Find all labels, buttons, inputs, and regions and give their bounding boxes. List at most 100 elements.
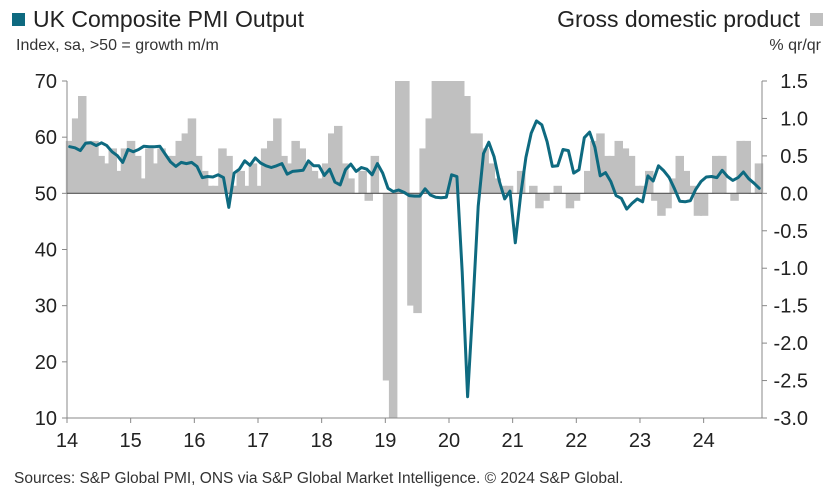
gdp-bar <box>718 155 727 194</box>
left-tick-label: 40 <box>35 240 57 262</box>
pmi-swatch <box>12 13 25 26</box>
right-tick-label: -1.5 <box>774 296 808 318</box>
gdp-bar <box>437 81 447 194</box>
gdp-bar <box>242 185 252 194</box>
gdp-bar <box>65 140 75 194</box>
gdp-bar <box>663 193 672 209</box>
gdp-bar <box>291 140 300 194</box>
gdp-bar <box>645 170 654 194</box>
gdp-bar <box>535 193 544 209</box>
gdp-bar <box>315 178 325 194</box>
gdp-bar <box>730 193 739 201</box>
left-tick-label: 70 <box>35 71 57 93</box>
left-axis-units: Index, sa, >50 = growth m/m <box>16 37 219 54</box>
gdp-bar <box>395 81 404 194</box>
gdp-bar <box>236 170 245 194</box>
x-tick-label: 14 <box>56 430 78 452</box>
gdp-bar <box>175 140 184 194</box>
legend-pmi: UK Composite PMI Output <box>12 6 304 33</box>
gdp-bar <box>346 178 355 194</box>
gdp-bar <box>169 155 178 194</box>
gdp-swatch <box>810 13 823 26</box>
gdp-bar <box>120 148 130 194</box>
gdp-bar <box>187 118 197 194</box>
gdp-bar <box>638 185 648 194</box>
gdp-bar <box>584 170 593 194</box>
gdp-bar <box>687 185 697 194</box>
gdp-bar <box>84 140 93 194</box>
gdp-bar <box>492 178 502 194</box>
gdp-bar <box>102 163 111 194</box>
gdp-bar <box>248 163 258 194</box>
pmi-line <box>68 119 761 399</box>
gdp-bar <box>370 155 380 194</box>
x-tick-label: 16 <box>183 430 205 452</box>
left-tick-label: 30 <box>35 296 57 318</box>
gdp-bar <box>199 170 209 194</box>
legend-gdp: Gross domestic product <box>557 6 823 33</box>
gdp-bar <box>78 96 87 194</box>
gdp-bar <box>96 155 105 194</box>
gdp-bar <box>407 193 416 306</box>
gdp-bar <box>657 193 666 216</box>
gdp-bar <box>474 133 483 194</box>
gdp-bar <box>590 140 599 194</box>
gdp-bar <box>431 81 441 194</box>
gdp-bar <box>736 140 745 194</box>
gdp-bar <box>260 148 270 194</box>
gdp-bar <box>206 185 215 194</box>
gdp-bar <box>486 163 495 194</box>
gdp-bar <box>571 193 581 201</box>
x-tick-label: 19 <box>374 430 396 452</box>
right-tick-label: 1.5 <box>780 71 808 93</box>
gdp-bar <box>309 170 319 194</box>
gdp-bar <box>504 185 514 194</box>
right-tick-label: 1.0 <box>780 108 808 130</box>
right-tick-label: 0.5 <box>780 146 808 168</box>
gdp-bar <box>742 140 751 194</box>
left-tick-label: 20 <box>35 352 57 374</box>
right-axis-units: % qr/qr <box>769 37 821 54</box>
gdp-bar <box>693 193 703 216</box>
gdp-bar <box>114 170 124 194</box>
gdp-bar <box>626 155 636 194</box>
gdp-bar <box>413 193 422 314</box>
right-tick-label: -2.5 <box>774 371 808 393</box>
gdp-bar <box>541 193 550 201</box>
gdp-bar <box>712 155 721 194</box>
gdp-bar <box>456 81 465 194</box>
gdp-bar <box>126 140 136 194</box>
gdp-bar <box>382 193 392 381</box>
left-tick-label: 60 <box>35 127 57 149</box>
gdp-bar <box>425 118 434 194</box>
gdp-bar <box>596 133 605 194</box>
gdp-bar <box>480 148 489 194</box>
gdp-bar <box>212 185 221 194</box>
gdp-bar <box>279 155 288 194</box>
legend-pmi-label: UK Composite PMI Output <box>33 6 304 32</box>
gdp-bar <box>145 148 154 194</box>
gdp-bar <box>334 125 343 194</box>
gdp-bar <box>218 148 227 194</box>
gdp-bar <box>340 163 349 194</box>
x-tick-label: 23 <box>629 430 651 452</box>
x-tick-label: 22 <box>565 430 587 452</box>
gdp-bar <box>364 193 373 201</box>
chart-axes: 70 60 50 40 30 20 10 1.5 1.0 0.5 0.0 -0.5 -1.0 -1.5 -2… <box>35 71 808 452</box>
right-tick-label: -2.0 <box>774 333 808 355</box>
gdp-bar <box>285 163 294 194</box>
gdp-bar <box>157 148 166 194</box>
left-tick-label: 50 <box>35 183 57 205</box>
x-tick-label: 21 <box>502 430 524 452</box>
gdp-bar <box>620 148 630 194</box>
gdp-bar <box>529 185 538 194</box>
gdp-bar <box>163 155 172 194</box>
right-tick-label: -1.0 <box>774 258 808 280</box>
gdp-bar <box>90 140 99 194</box>
x-tick-label: 17 <box>247 430 269 452</box>
gdp-bar <box>254 185 264 194</box>
gdp-bar <box>449 81 459 194</box>
gdp-bar <box>71 118 81 194</box>
gdp-bar <box>273 118 282 194</box>
